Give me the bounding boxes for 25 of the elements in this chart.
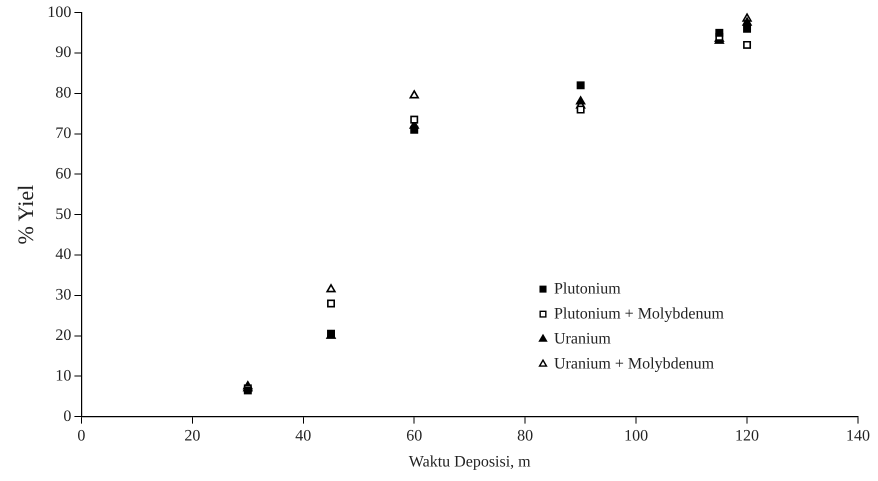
y-tick-label: 40 <box>55 246 72 264</box>
x-tick-label: 0 <box>77 427 86 444</box>
y-tick-label: 30 <box>55 286 72 304</box>
y-tick-label: 10 <box>55 367 72 384</box>
x-axis-title: Waktu Deposisi, m <box>408 454 532 471</box>
x-tick-label: 40 <box>295 427 312 444</box>
y-tick-label: 50 <box>55 206 72 223</box>
y-axis-title: % Yiel <box>12 184 38 244</box>
legend-label: Uranium + Molybdenum <box>554 355 715 372</box>
x-tick-label: 80 <box>517 427 534 444</box>
x-tick-label: 60 <box>406 427 422 444</box>
legend-label: Plutonium + Molybdenum <box>554 305 724 322</box>
y-tick-label: 20 <box>55 327 72 344</box>
x-tick-label: 20 <box>184 427 200 444</box>
x-tick-label: 140 <box>846 427 870 444</box>
y-tick-label: 70 <box>55 125 72 142</box>
y-tick-label: 90 <box>55 44 72 62</box>
y-tick-label: 80 <box>55 84 72 102</box>
y-tick-label: 0 <box>63 408 72 425</box>
y-tick-label: 100 <box>47 4 72 21</box>
x-tick-label: 120 <box>735 427 760 444</box>
y-tick-label: 60 <box>55 165 72 182</box>
x-tick-label: 100 <box>624 427 648 444</box>
legend-label: Uranium <box>554 330 612 348</box>
legend-label: Plutonium <box>554 280 622 298</box>
